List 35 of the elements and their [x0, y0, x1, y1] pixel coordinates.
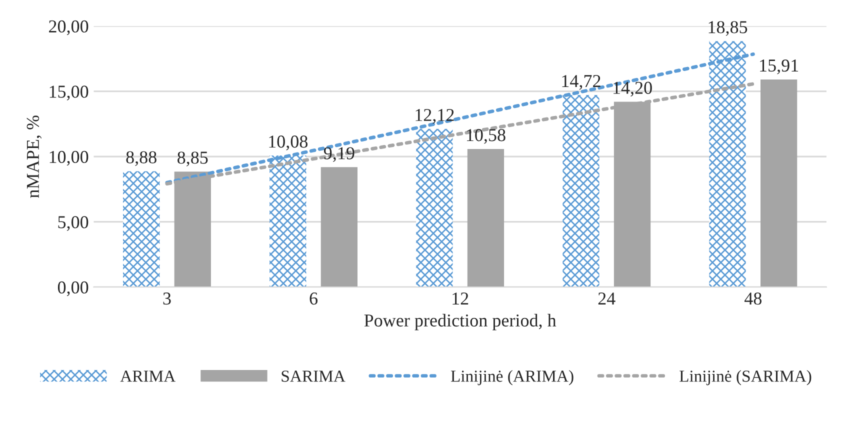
- y-tick-label: 5,00: [58, 216, 88, 231]
- x-tick-label: 3: [163, 292, 171, 305]
- y-tick-label: 20,00: [49, 20, 88, 36]
- x-tick-label: 6: [310, 292, 318, 305]
- data-label: 15,91: [760, 60, 798, 74]
- bar: [467, 149, 504, 288]
- x-tick-label: 48: [744, 292, 762, 305]
- data-label: 8,85: [178, 152, 208, 166]
- data-label: 10,08: [269, 136, 308, 150]
- data-label: 10,58: [467, 129, 506, 144]
- x-axis-title: Power prediction period, h: [364, 314, 556, 330]
- data-label: 18,85: [708, 21, 748, 36]
- data-label: 12,12: [416, 108, 454, 124]
- bar: [709, 41, 746, 288]
- data-label: 9,19: [324, 147, 354, 162]
- line-series: [165, 52, 755, 184]
- y-tick-label: 0,00: [58, 281, 88, 296]
- x-tick-label: 24: [598, 292, 616, 304]
- legend-label: Linijinė (SARIMA): [680, 370, 812, 386]
- data-label: 14,20: [614, 82, 652, 97]
- data-label: 8,88: [126, 151, 156, 166]
- bar: [320, 167, 358, 288]
- data-label: 14,72: [562, 75, 600, 90]
- legend-label: ARIMA: [120, 370, 176, 382]
- y-tick-label: 15,00: [50, 86, 88, 100]
- legend-label: SARIMA: [282, 370, 346, 382]
- bar: [123, 171, 160, 288]
- x-tick-label: 12: [452, 292, 468, 304]
- bar: [760, 79, 798, 288]
- y-tick-label: 10,00: [50, 150, 88, 166]
- legend-label: Linijinė (ARIMA): [450, 370, 574, 386]
- y-axis-title: nMAPE, %: [26, 116, 42, 198]
- bar: [416, 128, 453, 288]
- bar: [562, 95, 600, 288]
- bar: [270, 156, 306, 288]
